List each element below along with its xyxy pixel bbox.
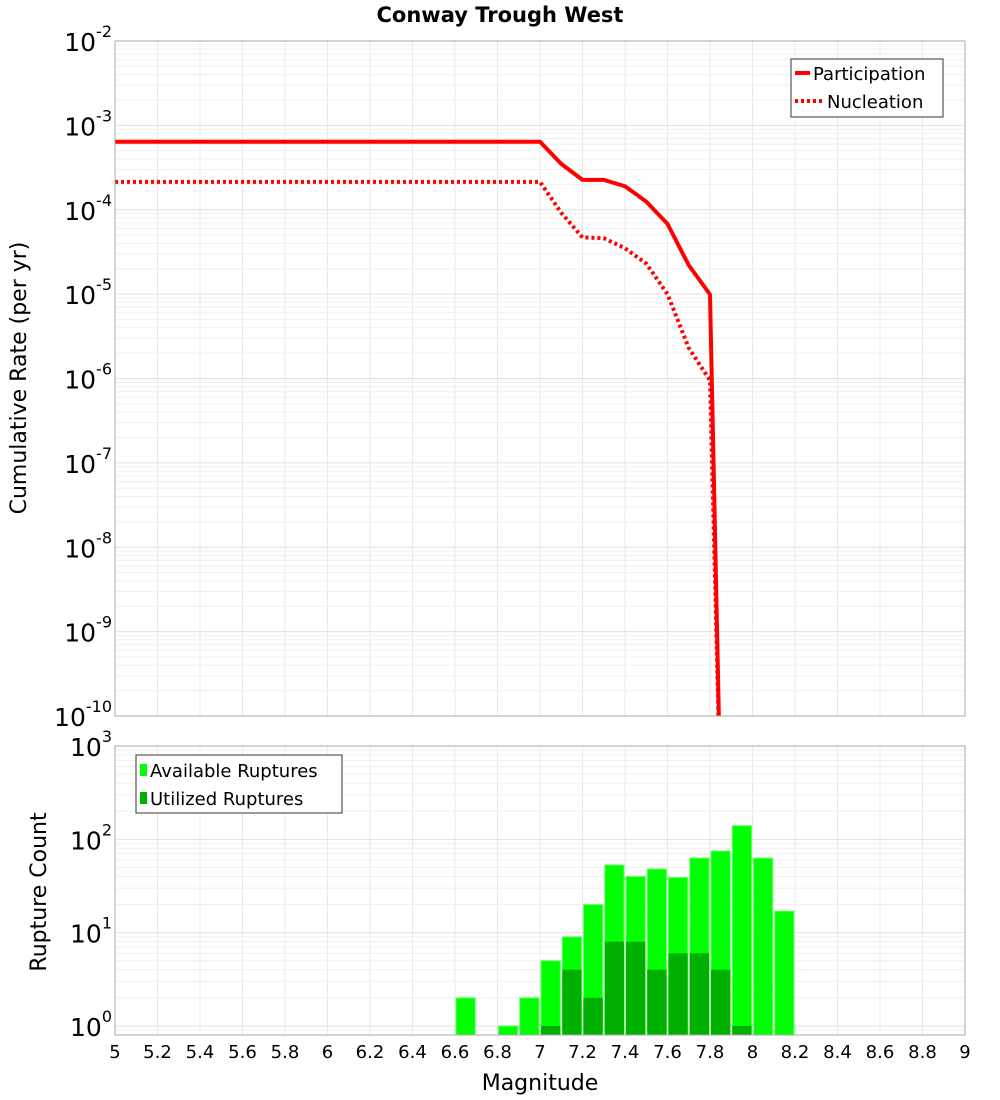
x-tick-label: 5.6 <box>228 1042 257 1063</box>
x-tick-label: 5.8 <box>271 1042 300 1063</box>
x-tick-label: 6.6 <box>441 1042 470 1063</box>
y-tick-label: 101 <box>70 914 112 949</box>
bar-available-6.8 <box>498 1025 519 1036</box>
bar-available-8.1 <box>774 910 795 1036</box>
bar-available-6.9 <box>519 997 540 1036</box>
bar-utilized-7.6 <box>668 953 688 1035</box>
chart-title: Conway Trough West <box>377 3 624 27</box>
bar-available-8 <box>753 857 774 1036</box>
series-nucleation <box>115 179 721 716</box>
x-tick-label: 7 <box>534 1042 545 1063</box>
series-participation <box>115 139 721 716</box>
x-tick-label: 8.4 <box>823 1042 852 1063</box>
y-tick-label: 10-6 <box>64 360 112 395</box>
x-tick-label: 5.2 <box>143 1042 172 1063</box>
bar-utilized-7.1 <box>562 969 582 1035</box>
bar-available-6.6 <box>455 997 476 1036</box>
x-tick-label: 7.8 <box>696 1042 725 1063</box>
x-tick-label: 8.2 <box>781 1042 810 1063</box>
bar-utilized-7.4 <box>626 941 646 1035</box>
bar-utilized-7.8 <box>711 969 731 1035</box>
x-tick-label: 6.4 <box>398 1042 427 1063</box>
bar-utilized-7.3 <box>604 941 624 1035</box>
x-tick-label: 6 <box>322 1042 333 1063</box>
y-tick-label: 10-4 <box>64 191 112 226</box>
x-tick-label: 7.4 <box>611 1042 640 1063</box>
y-tick-label: 10-5 <box>64 275 112 310</box>
y-tick-label: 102 <box>70 820 112 855</box>
x-tick-label: 5.4 <box>186 1042 215 1063</box>
bar-utilized-7.2 <box>583 997 603 1035</box>
legend-available-swatch <box>140 764 147 776</box>
x-tick-label: 8 <box>747 1042 758 1063</box>
y-tick-label: 10-7 <box>64 444 112 479</box>
legend-nucleation-label: Nucleation <box>827 92 923 113</box>
bar-utilized-7.7 <box>689 953 709 1035</box>
y-tick-label: 103 <box>70 727 112 762</box>
bottom-legend: Available Ruptures Utilized Ruptures <box>135 754 343 814</box>
x-tick-label: 5 <box>109 1042 120 1063</box>
bar-utilized-7.5 <box>647 969 667 1035</box>
x-axis-label: Magnitude <box>482 1071 599 1096</box>
top-legend: Participation Nucleation <box>790 58 944 118</box>
x-tick-label: 8.6 <box>866 1042 895 1063</box>
bar-available-7.9 <box>731 825 752 1036</box>
x-tick-label: 8.8 <box>908 1042 937 1063</box>
bottom-plot-frame <box>114 745 966 1036</box>
legend-utilized-swatch <box>140 792 147 804</box>
x-tick-label: 7.6 <box>653 1042 682 1063</box>
x-tick-label: 7.2 <box>568 1042 597 1063</box>
top-plot-frame <box>114 40 966 717</box>
y-tick-label: 10-9 <box>64 613 112 648</box>
legend-participation-label: Participation <box>813 64 925 85</box>
top-y-axis-label: Cumulative Rate (per yr) <box>7 242 32 515</box>
legend-utilized-label: Utilized Ruptures <box>150 789 303 810</box>
y-tick-label: 10-3 <box>64 106 112 141</box>
legend-available-label: Available Ruptures <box>150 761 318 782</box>
y-tick-label: 10-8 <box>64 528 112 563</box>
bar-utilized-7.9 <box>732 1025 752 1035</box>
y-tick-label: 100 <box>70 1007 112 1042</box>
bottom-y-axis-label: Rupture Count <box>27 812 52 972</box>
y-tick-label: 10-2 <box>64 22 112 57</box>
x-tick-label: 9 <box>959 1042 970 1063</box>
x-tick-label: 6.2 <box>356 1042 385 1063</box>
y-tick-label: 10-10 <box>54 697 112 732</box>
bar-available-7 <box>540 960 561 1036</box>
bar-utilized-7 <box>541 1025 561 1035</box>
x-tick-label: 6.8 <box>483 1042 512 1063</box>
